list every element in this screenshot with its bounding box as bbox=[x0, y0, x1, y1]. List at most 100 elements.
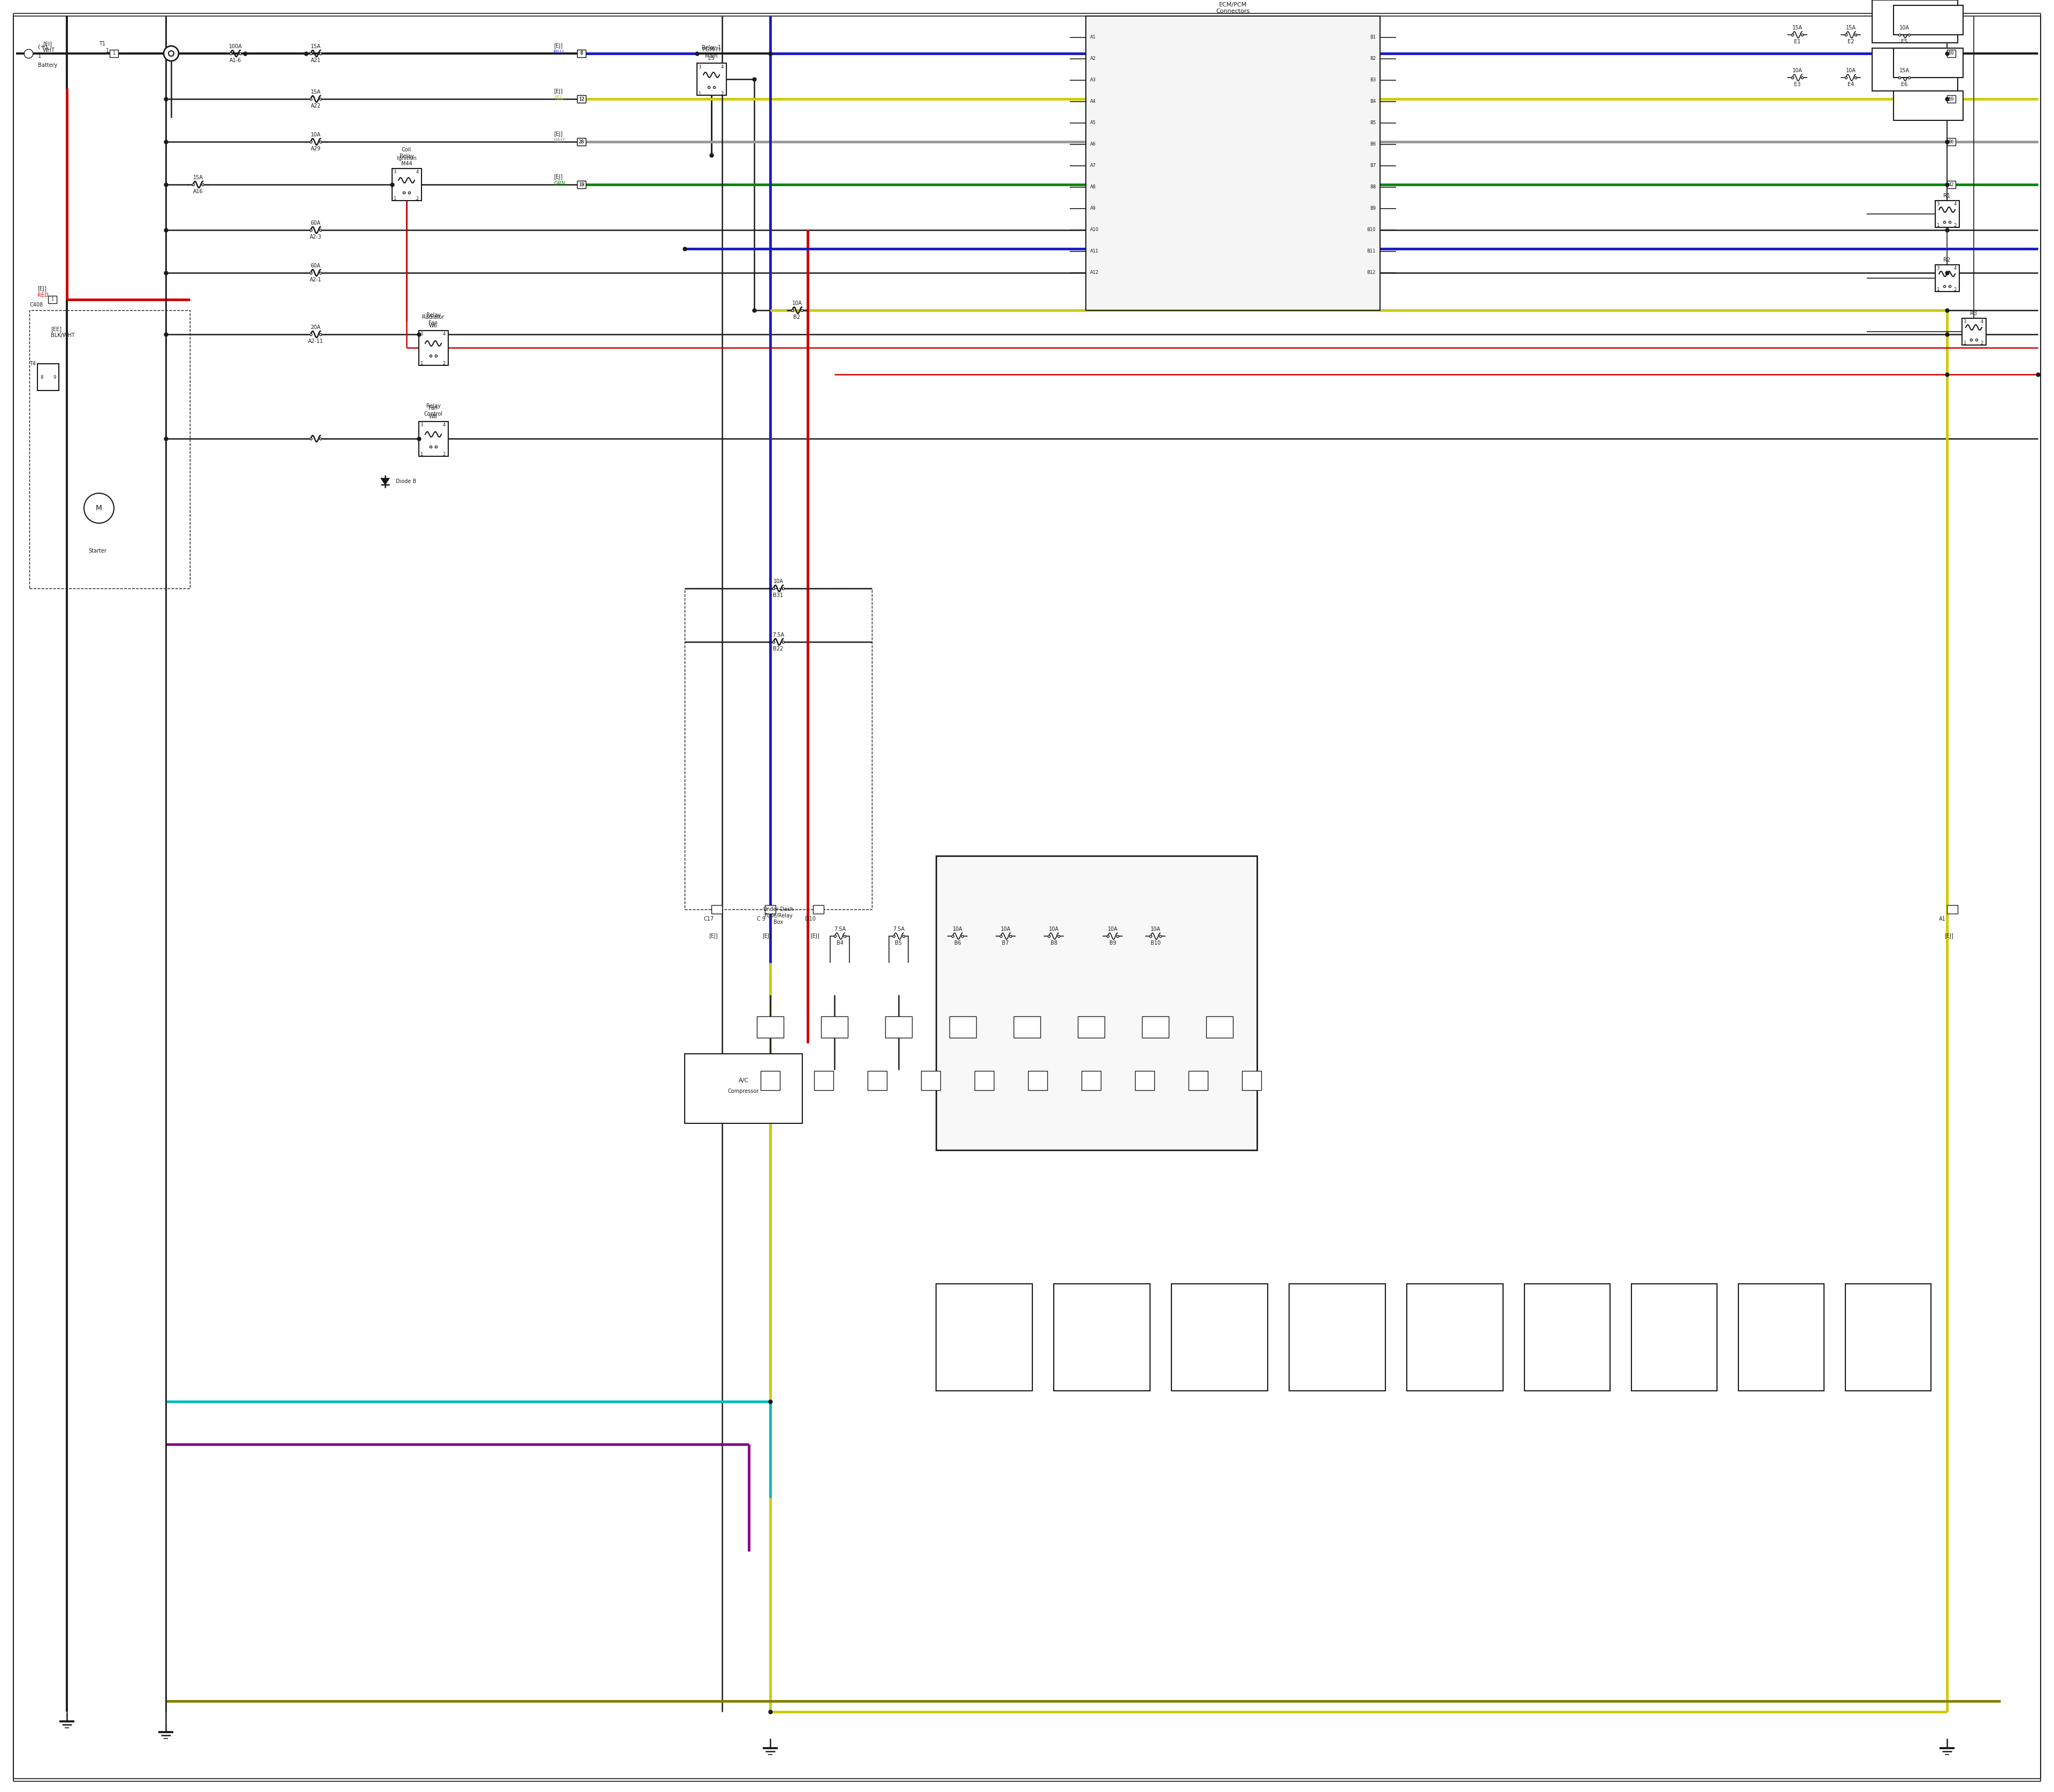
Text: B1: B1 bbox=[1370, 36, 1376, 39]
Bar bbox=[1935, 201, 1960, 228]
Text: B11: B11 bbox=[1368, 249, 1376, 254]
Text: B5: B5 bbox=[896, 941, 902, 946]
Text: A12: A12 bbox=[1091, 271, 1099, 276]
Bar bbox=[577, 138, 585, 145]
Bar bbox=[1871, 0, 1957, 43]
Bar bbox=[937, 1283, 1033, 1391]
Text: A2-11: A2-11 bbox=[308, 339, 322, 344]
Bar bbox=[764, 905, 776, 914]
Text: B10: B10 bbox=[1150, 941, 1161, 946]
Text: Relay: Relay bbox=[425, 312, 440, 317]
Text: 1: 1 bbox=[107, 48, 109, 54]
Text: [EJ]: [EJ] bbox=[762, 934, 770, 939]
Bar bbox=[1631, 1283, 1717, 1391]
Text: [EJ]: [EJ] bbox=[555, 174, 563, 179]
Text: GRN: GRN bbox=[555, 181, 565, 186]
Text: A6: A6 bbox=[1091, 142, 1097, 147]
Text: 28: 28 bbox=[579, 140, 583, 143]
Text: 8: 8 bbox=[579, 52, 583, 56]
Bar bbox=[577, 50, 585, 57]
Text: [EJ]: [EJ] bbox=[811, 934, 820, 939]
Text: R1: R1 bbox=[1943, 194, 1951, 199]
Bar bbox=[1290, 1283, 1384, 1391]
Text: WHT: WHT bbox=[555, 138, 565, 143]
Text: WHT: WHT bbox=[43, 48, 55, 54]
Text: W8: W8 bbox=[429, 414, 438, 419]
Bar bbox=[577, 95, 585, 102]
Bar bbox=[1243, 1072, 1261, 1090]
Text: B31: B31 bbox=[772, 593, 783, 599]
Bar bbox=[47, 296, 58, 303]
Text: 8: 8 bbox=[579, 52, 583, 56]
Text: A16: A16 bbox=[193, 188, 203, 194]
Text: C 9: C 9 bbox=[756, 916, 766, 921]
Text: 10A: 10A bbox=[1847, 68, 1855, 73]
Text: BLK/WHT: BLK/WHT bbox=[51, 333, 74, 339]
Bar bbox=[1894, 48, 1964, 77]
Text: 2: 2 bbox=[442, 452, 446, 457]
Text: 10A: 10A bbox=[1000, 926, 1011, 932]
Text: 10A: 10A bbox=[1900, 25, 1910, 30]
Text: R2: R2 bbox=[1943, 258, 1951, 263]
Bar bbox=[577, 95, 585, 102]
Bar bbox=[696, 63, 727, 95]
Bar bbox=[756, 1016, 785, 1038]
Text: 12: 12 bbox=[579, 97, 583, 102]
Text: A2-1: A2-1 bbox=[310, 278, 322, 283]
Bar bbox=[822, 1016, 848, 1038]
Text: 12: 12 bbox=[579, 97, 583, 102]
Text: 10A: 10A bbox=[772, 579, 783, 584]
Text: E1: E1 bbox=[1793, 39, 1801, 45]
Text: C408: C408 bbox=[29, 303, 43, 308]
Bar bbox=[684, 588, 871, 909]
Text: 2: 2 bbox=[1953, 287, 1957, 292]
Text: 60A: 60A bbox=[310, 263, 320, 269]
Bar bbox=[1947, 50, 1955, 57]
Text: 59: 59 bbox=[1949, 97, 1953, 102]
Text: 7.5A: 7.5A bbox=[772, 633, 785, 638]
Text: 15A: 15A bbox=[1900, 68, 1910, 73]
Text: 4: 4 bbox=[1980, 319, 1984, 324]
Text: 15A: 15A bbox=[310, 43, 320, 48]
Text: 19: 19 bbox=[579, 183, 583, 186]
Bar bbox=[937, 857, 1257, 1150]
Bar bbox=[1189, 1072, 1208, 1090]
Text: 15A: 15A bbox=[193, 176, 203, 181]
Bar bbox=[760, 1072, 781, 1090]
Text: [EI]: [EI] bbox=[43, 41, 51, 47]
Bar bbox=[1206, 1016, 1232, 1038]
Text: 4: 4 bbox=[442, 332, 446, 337]
Bar bbox=[419, 421, 448, 455]
Text: 86: 86 bbox=[1949, 140, 1953, 143]
Bar bbox=[867, 1072, 887, 1090]
Bar bbox=[1947, 138, 1955, 145]
Text: T1: T1 bbox=[99, 41, 105, 47]
Bar bbox=[577, 181, 585, 188]
Text: 4: 4 bbox=[442, 423, 446, 428]
Text: 10A: 10A bbox=[793, 301, 801, 306]
Text: 1: 1 bbox=[1964, 340, 1966, 346]
Text: 100A: 100A bbox=[228, 43, 242, 48]
Text: [EJ]: [EJ] bbox=[555, 90, 563, 95]
Bar bbox=[1871, 48, 1957, 91]
Text: Ignition: Ignition bbox=[396, 156, 417, 161]
Text: B8: B8 bbox=[1370, 185, 1376, 190]
Text: A22: A22 bbox=[310, 104, 320, 109]
Bar bbox=[1078, 1016, 1105, 1038]
Bar bbox=[109, 50, 119, 57]
Text: [EJ]: [EJ] bbox=[555, 131, 563, 136]
Bar bbox=[1894, 5, 1964, 34]
Text: 3: 3 bbox=[394, 170, 396, 174]
Bar bbox=[1738, 1283, 1824, 1391]
Text: B6: B6 bbox=[1370, 142, 1376, 147]
Text: 3: 3 bbox=[1937, 267, 1939, 271]
Bar bbox=[1142, 1016, 1169, 1038]
Bar bbox=[1013, 1016, 1041, 1038]
Text: 2: 2 bbox=[721, 91, 723, 97]
Bar bbox=[1407, 1283, 1504, 1391]
Text: 20A: 20A bbox=[310, 324, 320, 330]
Text: 10A: 10A bbox=[1107, 926, 1117, 932]
Text: T4: T4 bbox=[29, 360, 35, 366]
Text: B10: B10 bbox=[1368, 228, 1376, 233]
Text: 10A: 10A bbox=[1050, 926, 1058, 932]
